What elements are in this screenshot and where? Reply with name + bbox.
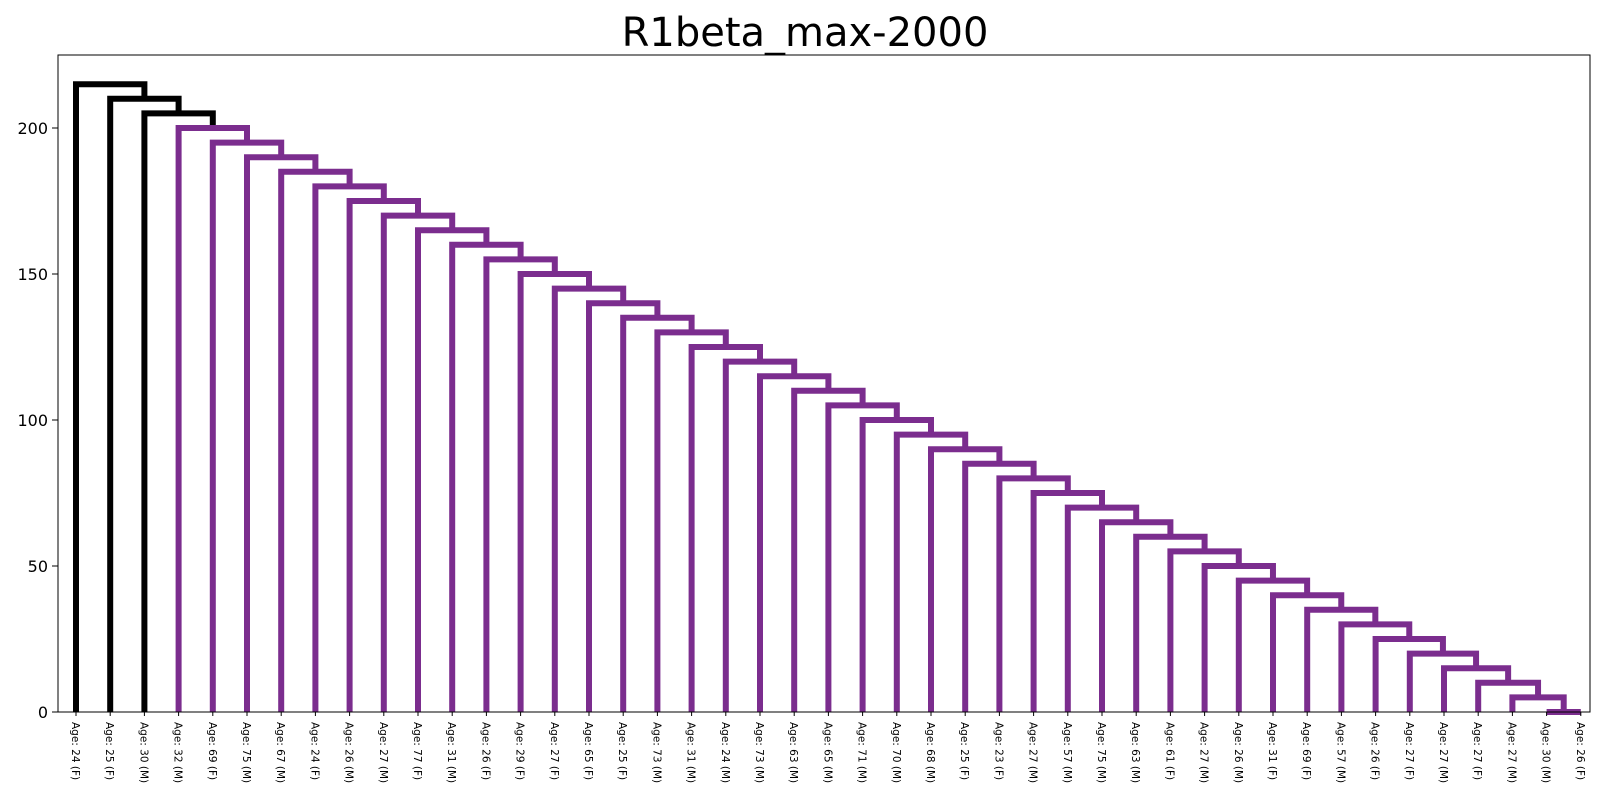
leaf-label: Age: 26 (M) xyxy=(1232,722,1244,783)
leaf-label: Age: 26 (F) xyxy=(1369,722,1381,780)
dendrogram-link xyxy=(449,241,524,712)
leaf-label: Age: 27 (F) xyxy=(1403,722,1415,780)
dendrogram-link xyxy=(688,344,763,712)
dendrogram-link xyxy=(1167,548,1242,712)
dendrogram-link xyxy=(380,212,456,712)
leaf-label: Age: 26 (F) xyxy=(1574,722,1586,780)
leaf-label: Age: 27 (M) xyxy=(1027,722,1039,783)
dendrogram-link xyxy=(346,198,421,712)
leaf-label: Age: 26 (F) xyxy=(479,722,491,780)
dendrogram-link xyxy=(620,314,695,712)
dendrogram-link xyxy=(1270,592,1345,712)
dendrogram-link xyxy=(141,110,216,712)
chart-title: R1beta_max-2000 xyxy=(622,10,989,56)
leaf-label: Age: 71 (M) xyxy=(856,722,868,783)
leaf-label: Age: 65 (F) xyxy=(582,722,594,780)
dendrogram-link xyxy=(244,154,319,712)
dendrogram-link xyxy=(175,125,250,712)
leaf-label: Age: 27 (M) xyxy=(1437,722,1449,783)
leaf-label: Age: 24 (M) xyxy=(719,722,731,783)
leaf-label: Age: 67 (M) xyxy=(274,722,286,783)
dendrogram-link xyxy=(722,358,798,712)
dendrogram-link xyxy=(757,373,832,712)
dendrogram-link xyxy=(278,168,353,712)
leaf-label: Age: 27 (M) xyxy=(1198,722,1210,783)
x-axis: Age: 24 (F) Age: 25 (F) Age: 30 (M) Age: 32… xyxy=(69,712,1586,783)
dendrogram-link xyxy=(928,446,1003,712)
y-tick-label: 0 xyxy=(38,703,48,722)
leaf-label: Age: 27 (F) xyxy=(1471,722,1483,780)
leaf-label: Age: 57 (M) xyxy=(1061,722,1073,783)
dendrogram-link xyxy=(1201,563,1276,712)
dendrogram-link xyxy=(517,271,592,712)
dendrogram-link xyxy=(1099,519,1174,712)
y-tick-label: 200 xyxy=(17,119,48,138)
dendrogram-link xyxy=(1064,504,1140,712)
leaf-label: Age: 30 (M) xyxy=(137,722,149,783)
y-tick-label: 150 xyxy=(17,265,48,284)
dendrogram-link xyxy=(825,402,900,712)
leaf-label: Age: 70 (M) xyxy=(890,722,902,783)
leaf-label: Age: 63 (M) xyxy=(787,722,799,783)
leaf-label: Age: 65 (M) xyxy=(821,722,833,783)
y-tick-label: 100 xyxy=(17,411,48,430)
leaf-label: Age: 77 (F) xyxy=(411,722,423,780)
leaf-label: Age: 26 (M) xyxy=(343,722,355,783)
leaf-label: Age: 73 (M) xyxy=(753,722,765,783)
leaf-label: Age: 73 (M) xyxy=(650,722,662,783)
dendrogram-link xyxy=(1475,679,1542,712)
leaf-label: Age: 25 (F) xyxy=(616,722,628,780)
dendrogram-link xyxy=(1030,490,1105,712)
plot-frame xyxy=(57,54,1591,713)
dendrogram-link xyxy=(209,139,285,712)
dendrogram-link xyxy=(1304,606,1379,712)
leaf-label: Age: 23 (F) xyxy=(992,722,1004,780)
leaf-label: Age: 27 (M) xyxy=(377,722,389,783)
leaf-label: Age: 24 (F) xyxy=(69,722,81,780)
leaf-label: Age: 29 (F) xyxy=(514,722,526,780)
dendrogram-link xyxy=(654,329,729,712)
dendrogram-link xyxy=(312,183,387,712)
leaf-label: Age: 75 (M) xyxy=(1095,722,1107,783)
dendrogram-link xyxy=(1338,621,1413,712)
dendrogram-link xyxy=(1441,665,1512,712)
leaf-label: Age: 57 (M) xyxy=(1334,722,1346,783)
dendrogram-link xyxy=(791,387,866,712)
leaf-label: Age: 27 (M) xyxy=(1505,722,1517,783)
leaf-label: Age: 68 (M) xyxy=(924,722,936,783)
leaf-label: Age: 25 (F) xyxy=(103,722,115,780)
leaf-label: Age: 69 (F) xyxy=(206,722,218,780)
leaf-label: Age: 24 (F) xyxy=(308,722,320,780)
y-tick-label: 50 xyxy=(28,557,48,576)
dendrogram-link xyxy=(996,475,1071,712)
leaf-label: Age: 30 (M) xyxy=(1540,722,1552,783)
dendrogram-link xyxy=(551,285,627,712)
leaf-label: Age: 31 (M) xyxy=(685,722,697,783)
y-axis: 0 50 100 150 200 xyxy=(17,119,58,722)
dendrogram-link xyxy=(483,256,558,712)
leaf-label: Age: 31 (F) xyxy=(1266,722,1278,780)
dendrogram-link xyxy=(1235,577,1311,712)
leaf-label: Age: 63 (M) xyxy=(1129,722,1141,783)
dendrogram-links xyxy=(73,81,1581,715)
dendrogram-link xyxy=(1133,533,1208,712)
dendrogram-link xyxy=(1406,650,1480,712)
leaf-label: Age: 69 (F) xyxy=(1300,722,1312,780)
dendrogram-link xyxy=(586,300,661,712)
dendrogram-link xyxy=(859,417,934,712)
leaf-label: Age: 31 (M) xyxy=(445,722,457,783)
leaf-label: Age: 25 (F) xyxy=(958,722,970,780)
dendrogram-link xyxy=(415,227,490,712)
dendrogram-link xyxy=(893,431,969,712)
dendrogram-link xyxy=(962,460,1037,712)
dendrogram-link xyxy=(107,95,182,712)
dendrogram-link xyxy=(1509,694,1567,712)
leaf-label: Age: 27 (F) xyxy=(548,722,560,780)
dendrogram-link xyxy=(1372,636,1446,712)
leaf-label: Age: 61 (F) xyxy=(1163,722,1175,780)
dendrogram-link xyxy=(73,81,148,712)
leaf-label: Age: 32 (M) xyxy=(172,722,184,783)
leaf-label: Age: 75 (M) xyxy=(240,722,252,783)
